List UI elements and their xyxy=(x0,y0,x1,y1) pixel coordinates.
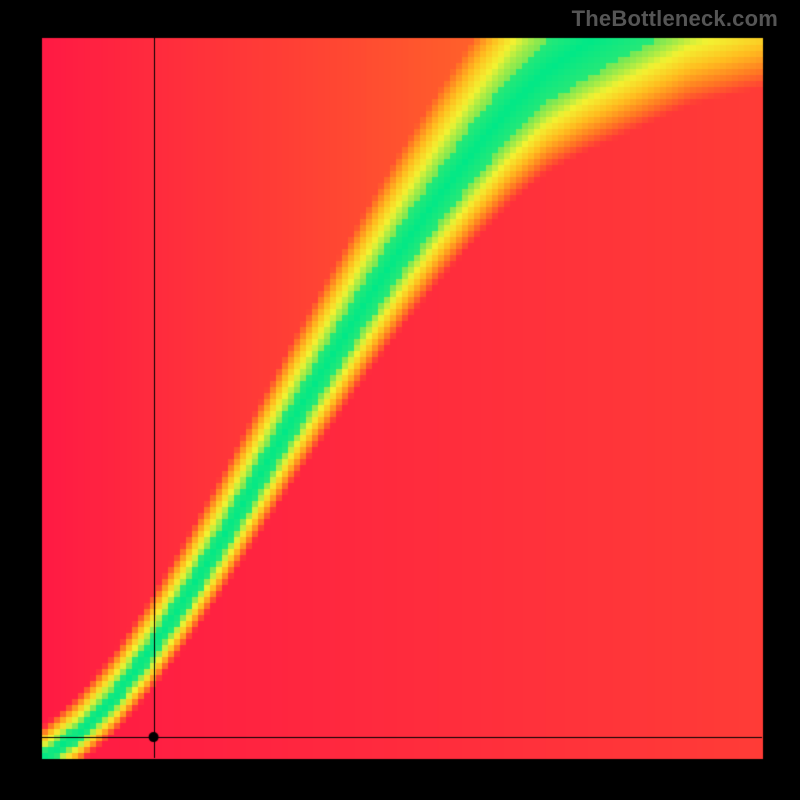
attribution-text: TheBottleneck.com xyxy=(572,6,778,32)
bottleneck-heatmap xyxy=(0,0,800,800)
